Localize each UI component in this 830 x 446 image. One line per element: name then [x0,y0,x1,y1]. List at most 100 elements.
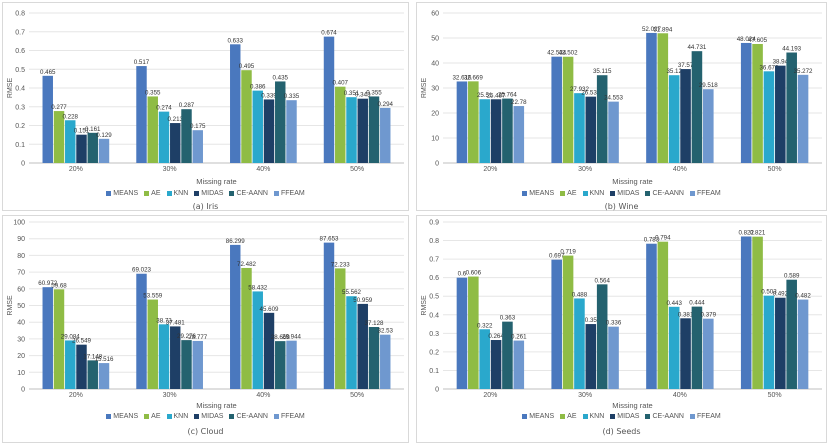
legend-item-knn: KNN [582,413,604,420]
legend-swatch [166,191,172,196]
iris-chart-panel: 0 0.1 0.2 0.3 0.4 0.5 0.6 0.7 0.8 RMSE 0.465 0.277 0… [2,2,409,211]
y-tick-label: 0.5 [429,294,439,301]
y-tick-label: 0.1 [15,142,25,149]
bar-midas-30 [585,96,597,163]
y-tick-label: 0.1 [429,368,439,375]
legend-label: AE [151,190,161,197]
bar-knn-50 [763,71,775,163]
data-label: 0.343 [355,92,371,99]
legend-swatch [106,191,112,196]
iris-caption: (a) Iris [192,202,219,211]
data-label: 35.272 [794,68,813,75]
bar-ae-40 [657,241,669,389]
y-tick-label: 0.8 [429,238,439,245]
data-label: 0.444 [689,300,705,307]
data-label: 0.488 [572,291,588,298]
bar-ffeam-40 [703,318,714,389]
bar-knn-40 [668,75,680,163]
legend-item-means: MEANS [106,190,138,197]
x-tick-label: 40% [673,166,687,173]
bar-midas-50 [357,303,368,389]
data-label: 0.443 [666,300,682,307]
y-tick-label: 40 [431,61,439,68]
bar-ce-aann-20 [87,132,98,163]
legend-item-midas: MIDAS [610,190,639,197]
data-label: 0.228 [63,113,79,120]
legend-swatch [194,414,200,419]
bar-knn-30 [574,298,585,389]
bar-ae-20 [53,289,65,389]
bar-knn-30 [158,324,170,389]
data-label: 0.674 [321,30,337,37]
legend-item-ce-aann: CE-AANN [645,190,684,197]
wine-chart-panel: 0 10 20 30 40 50 60 RMSE 32.616 32.669 25.51 25.487… [416,2,827,211]
y-tick-label: 0.6 [15,48,25,55]
data-label: 0.175 [190,123,206,130]
bar-ae-40 [241,267,252,389]
data-label: 72.233 [331,261,350,268]
bar-knn-20 [65,340,76,389]
y-tick-label: 100 [13,220,25,227]
data-label: 42.534 [547,50,566,57]
bar-means-20 [456,81,468,163]
bar-means-20 [42,75,53,163]
iris-chart: 0 0.1 0.2 0.3 0.4 0.5 0.6 0.7 0.8 RMSE 0.465 0.277 0… [7,11,404,186]
y-tick-label: 0 [435,161,439,168]
bar-ce-aann-50 [368,326,380,389]
data-label: 0.213 [168,116,184,123]
y-tick-label: 20 [431,111,439,118]
legend-label: MEANS [529,190,555,197]
data-label: 0.287 [179,102,195,109]
legend-label: CE-AANN [652,190,684,197]
y-tick-label: 60 [431,11,439,18]
data-label: 55.562 [342,289,361,296]
data-label: 44.731 [687,44,706,51]
legend-item-ce-aann: CE-AANN [645,413,684,420]
y-tick-label: 0.4 [429,312,439,319]
wine-legend: MEANS AE KNN MIDAS CE-AANN FFEAM [417,190,826,197]
data-label: 0.322 [477,322,493,329]
y-tick-label: 10 [17,370,25,377]
data-label: 0.351 [344,90,360,97]
data-label: 32.53 [378,328,394,335]
data-label: 0.379 [701,312,717,319]
data-label: 37.128 [365,320,384,327]
x-tick-label: 40% [256,392,270,399]
seeds-legend: MEANS AE KNN MIDAS CE-AANN FFEAM [417,413,826,420]
bar-knn-50 [763,295,775,389]
data-label: 0.465 [40,69,56,76]
data-label: 0.335 [284,93,300,100]
y-tick-label: 0 [435,387,439,394]
data-label: 0.606 [466,270,482,277]
bar-midas-30 [170,123,181,163]
legend-item-ce-aann: CE-AANN [229,190,268,197]
data-label: 15.516 [95,356,114,363]
x-tick-label: 20% [483,392,497,399]
bar-ae-40 [657,33,669,163]
bar-ae-30 [147,299,158,389]
bar-means-50 [323,242,335,389]
data-label: 0.264 [488,333,504,340]
bar-knn-40 [252,291,263,389]
cloud-caption: (c) Cloud [187,427,224,436]
data-label: 0.407 [333,80,349,87]
legend-item-ffeam: FFEAM [689,413,721,420]
bar-knn-20 [479,99,490,163]
bar-ffeam-30 [192,130,203,163]
data-label: 37.57 [678,62,694,69]
legend-item-ae: AE [144,190,161,197]
legend-label: MIDAS [201,190,224,197]
data-label: 0.6 [458,271,467,278]
legend-item-ffeam: FFEAM [273,190,305,197]
x-tick-label: 40% [256,166,270,173]
data-label: 0.339 [261,92,277,99]
x-tick-label: 30% [163,166,177,173]
legend-swatch [645,191,651,196]
y-tick-label: 50 [17,303,25,310]
bar-ae-30 [562,56,574,164]
data-label: 0.355 [366,89,382,96]
bar-means-40 [230,44,241,163]
y-axis-title: RMSE [7,78,14,99]
bar-ffeam-20 [513,106,525,163]
